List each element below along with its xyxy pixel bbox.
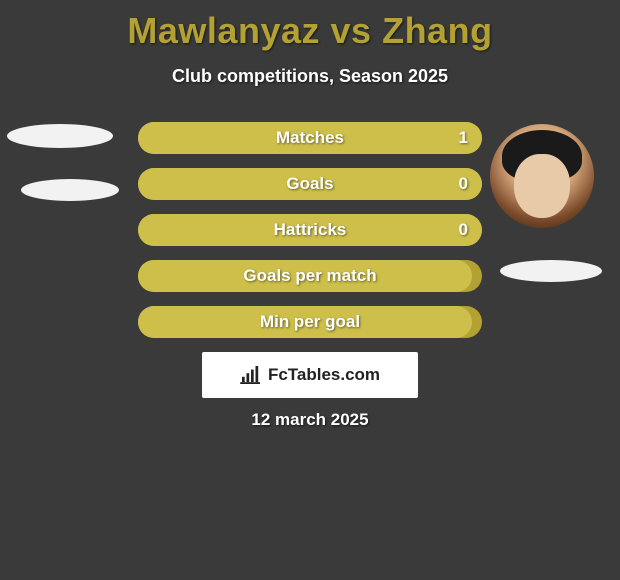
date-text: 12 march 2025: [0, 410, 620, 430]
bar-label: Goals: [286, 174, 333, 194]
logo-text: FcTables.com: [268, 365, 380, 385]
title-vs: vs: [331, 10, 372, 51]
bar-row-min-per-goal: Min per goal: [138, 306, 482, 338]
bar-row-matches: Matches 1: [138, 122, 482, 154]
avatar-right-photo: [490, 124, 594, 228]
comparison-bars: Matches 1 Goals 0 Hattricks 0 Goals per …: [138, 122, 482, 352]
bar-label: Matches: [276, 128, 344, 148]
avatar-left-placeholder-2: [21, 179, 119, 201]
bar-value-right: 0: [459, 174, 468, 194]
logo-box: FcTables.com: [202, 352, 418, 398]
bar-label: Goals per match: [243, 266, 376, 286]
avatar-right-placeholder: [500, 260, 602, 282]
bar-value-right: 0: [459, 220, 468, 240]
bar-value-right: 1: [459, 128, 468, 148]
bar-label: Min per goal: [260, 312, 360, 332]
title-player1: Mawlanyaz: [127, 10, 320, 51]
avatar-left-placeholder-1: [7, 124, 113, 148]
bar-row-hattricks: Hattricks 0: [138, 214, 482, 246]
title-player2: Zhang: [382, 10, 492, 51]
bar-chart-icon: [240, 366, 262, 384]
bar-label: Hattricks: [274, 220, 347, 240]
page-title: Mawlanyaz vs Zhang: [0, 0, 620, 52]
bar-row-goals-per-match: Goals per match: [138, 260, 482, 292]
subtitle: Club competitions, Season 2025: [0, 66, 620, 87]
bar-row-goals: Goals 0: [138, 168, 482, 200]
